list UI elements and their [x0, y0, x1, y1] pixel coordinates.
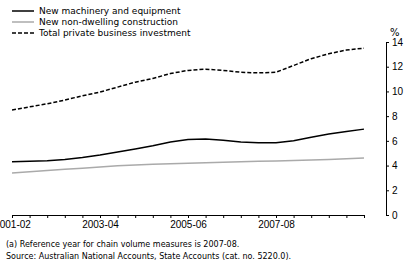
legend: New machinery and equipmentNew non-dwell…	[12, 6, 191, 38]
x-tick	[346, 215, 347, 218]
x-tick-mark	[364, 215, 365, 218]
x-tick: 2007-08	[258, 215, 295, 230]
legend-item: New non-dwelling construction	[12, 17, 178, 27]
y-tick-mark	[386, 215, 389, 216]
y-tick-mark	[386, 42, 389, 43]
series-line	[12, 129, 364, 162]
x-tick: 2005-06	[170, 215, 207, 230]
y-tick-label: 8	[392, 111, 398, 122]
x-tick-mark	[170, 215, 171, 218]
x-tick	[65, 215, 66, 218]
legend-label: Total private business investment	[38, 28, 191, 38]
x-tick	[170, 215, 171, 218]
x-tick-mark	[258, 215, 259, 218]
x-tick-mark	[12, 215, 13, 218]
x-tick	[311, 215, 312, 218]
lines	[12, 48, 364, 173]
y-axis-title: %	[390, 27, 400, 38]
x-tick	[258, 215, 259, 218]
legend-swatch	[12, 32, 34, 34]
y-tick: 8	[386, 111, 398, 122]
legend-label: New non-dwelling construction	[39, 17, 178, 27]
x-tick-label: 2003-04	[82, 219, 119, 230]
x-tick-mark	[294, 215, 295, 218]
x-tick-mark	[223, 215, 224, 218]
y-tick-label: 12	[392, 61, 404, 72]
y-tick: 2	[386, 185, 398, 196]
x-tick-mark	[30, 215, 31, 218]
series-line	[12, 48, 364, 110]
x-tick-label: 2005-06	[170, 219, 207, 230]
y-tick-mark	[386, 141, 389, 142]
x-tick	[135, 215, 136, 218]
x-tick	[206, 215, 207, 218]
series-line	[12, 158, 364, 173]
x-tick	[294, 215, 295, 218]
x-tick-mark	[241, 215, 242, 218]
x-tick-label: 2007-08	[258, 219, 295, 230]
y-axis-line	[387, 43, 390, 216]
x-tick	[82, 215, 83, 218]
x-tick-mark	[82, 215, 83, 218]
x-tick	[118, 215, 119, 218]
y-tick-label: 2	[392, 185, 398, 196]
y-tick: 10	[386, 86, 404, 97]
y-tick-mark	[386, 116, 389, 117]
legend-item: New machinery and equipment	[12, 6, 181, 16]
y-tick-label: 4	[392, 160, 398, 171]
x-tick-mark	[100, 215, 101, 218]
y-tick: 12	[386, 61, 404, 72]
x-tick-mark	[276, 215, 277, 218]
y-tick: 6	[386, 136, 398, 147]
y-tick: 14	[386, 37, 404, 48]
x-tick	[223, 215, 224, 218]
x-tick	[47, 215, 48, 218]
y-tick-mark	[386, 166, 389, 167]
y-tick: 4	[386, 160, 398, 171]
y-tick-label: 0	[392, 210, 398, 221]
footnote: Source: Australian National Accounts, St…	[6, 252, 291, 261]
legend-swatch	[12, 21, 34, 23]
x-tick: 2001-02	[0, 215, 31, 230]
y-tick-label: 6	[392, 136, 398, 147]
legend-label: New machinery and equipment	[39, 6, 181, 16]
x-tick-mark	[329, 215, 330, 218]
chart: 2001-02 2003-04 2005-06 2007-08 0 2 4 6 8 10 12 14%…	[0, 0, 416, 265]
y-tick-mark	[386, 67, 389, 68]
x-tick	[329, 215, 330, 218]
x-tick-mark	[311, 215, 312, 218]
y-tick-mark	[386, 91, 389, 92]
x-tick	[153, 215, 154, 218]
legend-swatch	[12, 10, 34, 12]
x-tick	[30, 215, 31, 218]
legend-item: Total private business investment	[12, 28, 191, 38]
footnote: (a) Reference year for chain volume meas…	[6, 240, 239, 249]
y-axis: 0 2 4 6 8 10 12 14	[386, 37, 404, 221]
x-axis: 2001-02 2003-04 2005-06 2007-08	[0, 215, 365, 230]
x-tick-mark	[65, 215, 66, 218]
x-tick-mark	[118, 215, 119, 218]
y-tick-label: 14	[392, 37, 404, 48]
x-tick-mark	[206, 215, 207, 218]
x-tick-mark	[135, 215, 136, 218]
plot: 2001-02 2003-04 2005-06 2007-08 0 2 4 6 8 10 12 14%	[0, 27, 404, 230]
x-axis-line	[13, 216, 365, 219]
x-tick-mark	[346, 215, 347, 218]
y-tick: 0	[386, 210, 398, 221]
y-tick-label: 10	[392, 86, 404, 97]
x-tick	[241, 215, 242, 218]
y-tick-mark	[386, 190, 389, 191]
x-tick	[364, 215, 365, 218]
x-tick: 2003-04	[82, 215, 119, 230]
x-tick-mark	[188, 215, 189, 218]
x-tick-mark	[153, 215, 154, 218]
x-tick-mark	[47, 215, 48, 218]
x-tick-label: 2001-02	[0, 219, 31, 230]
